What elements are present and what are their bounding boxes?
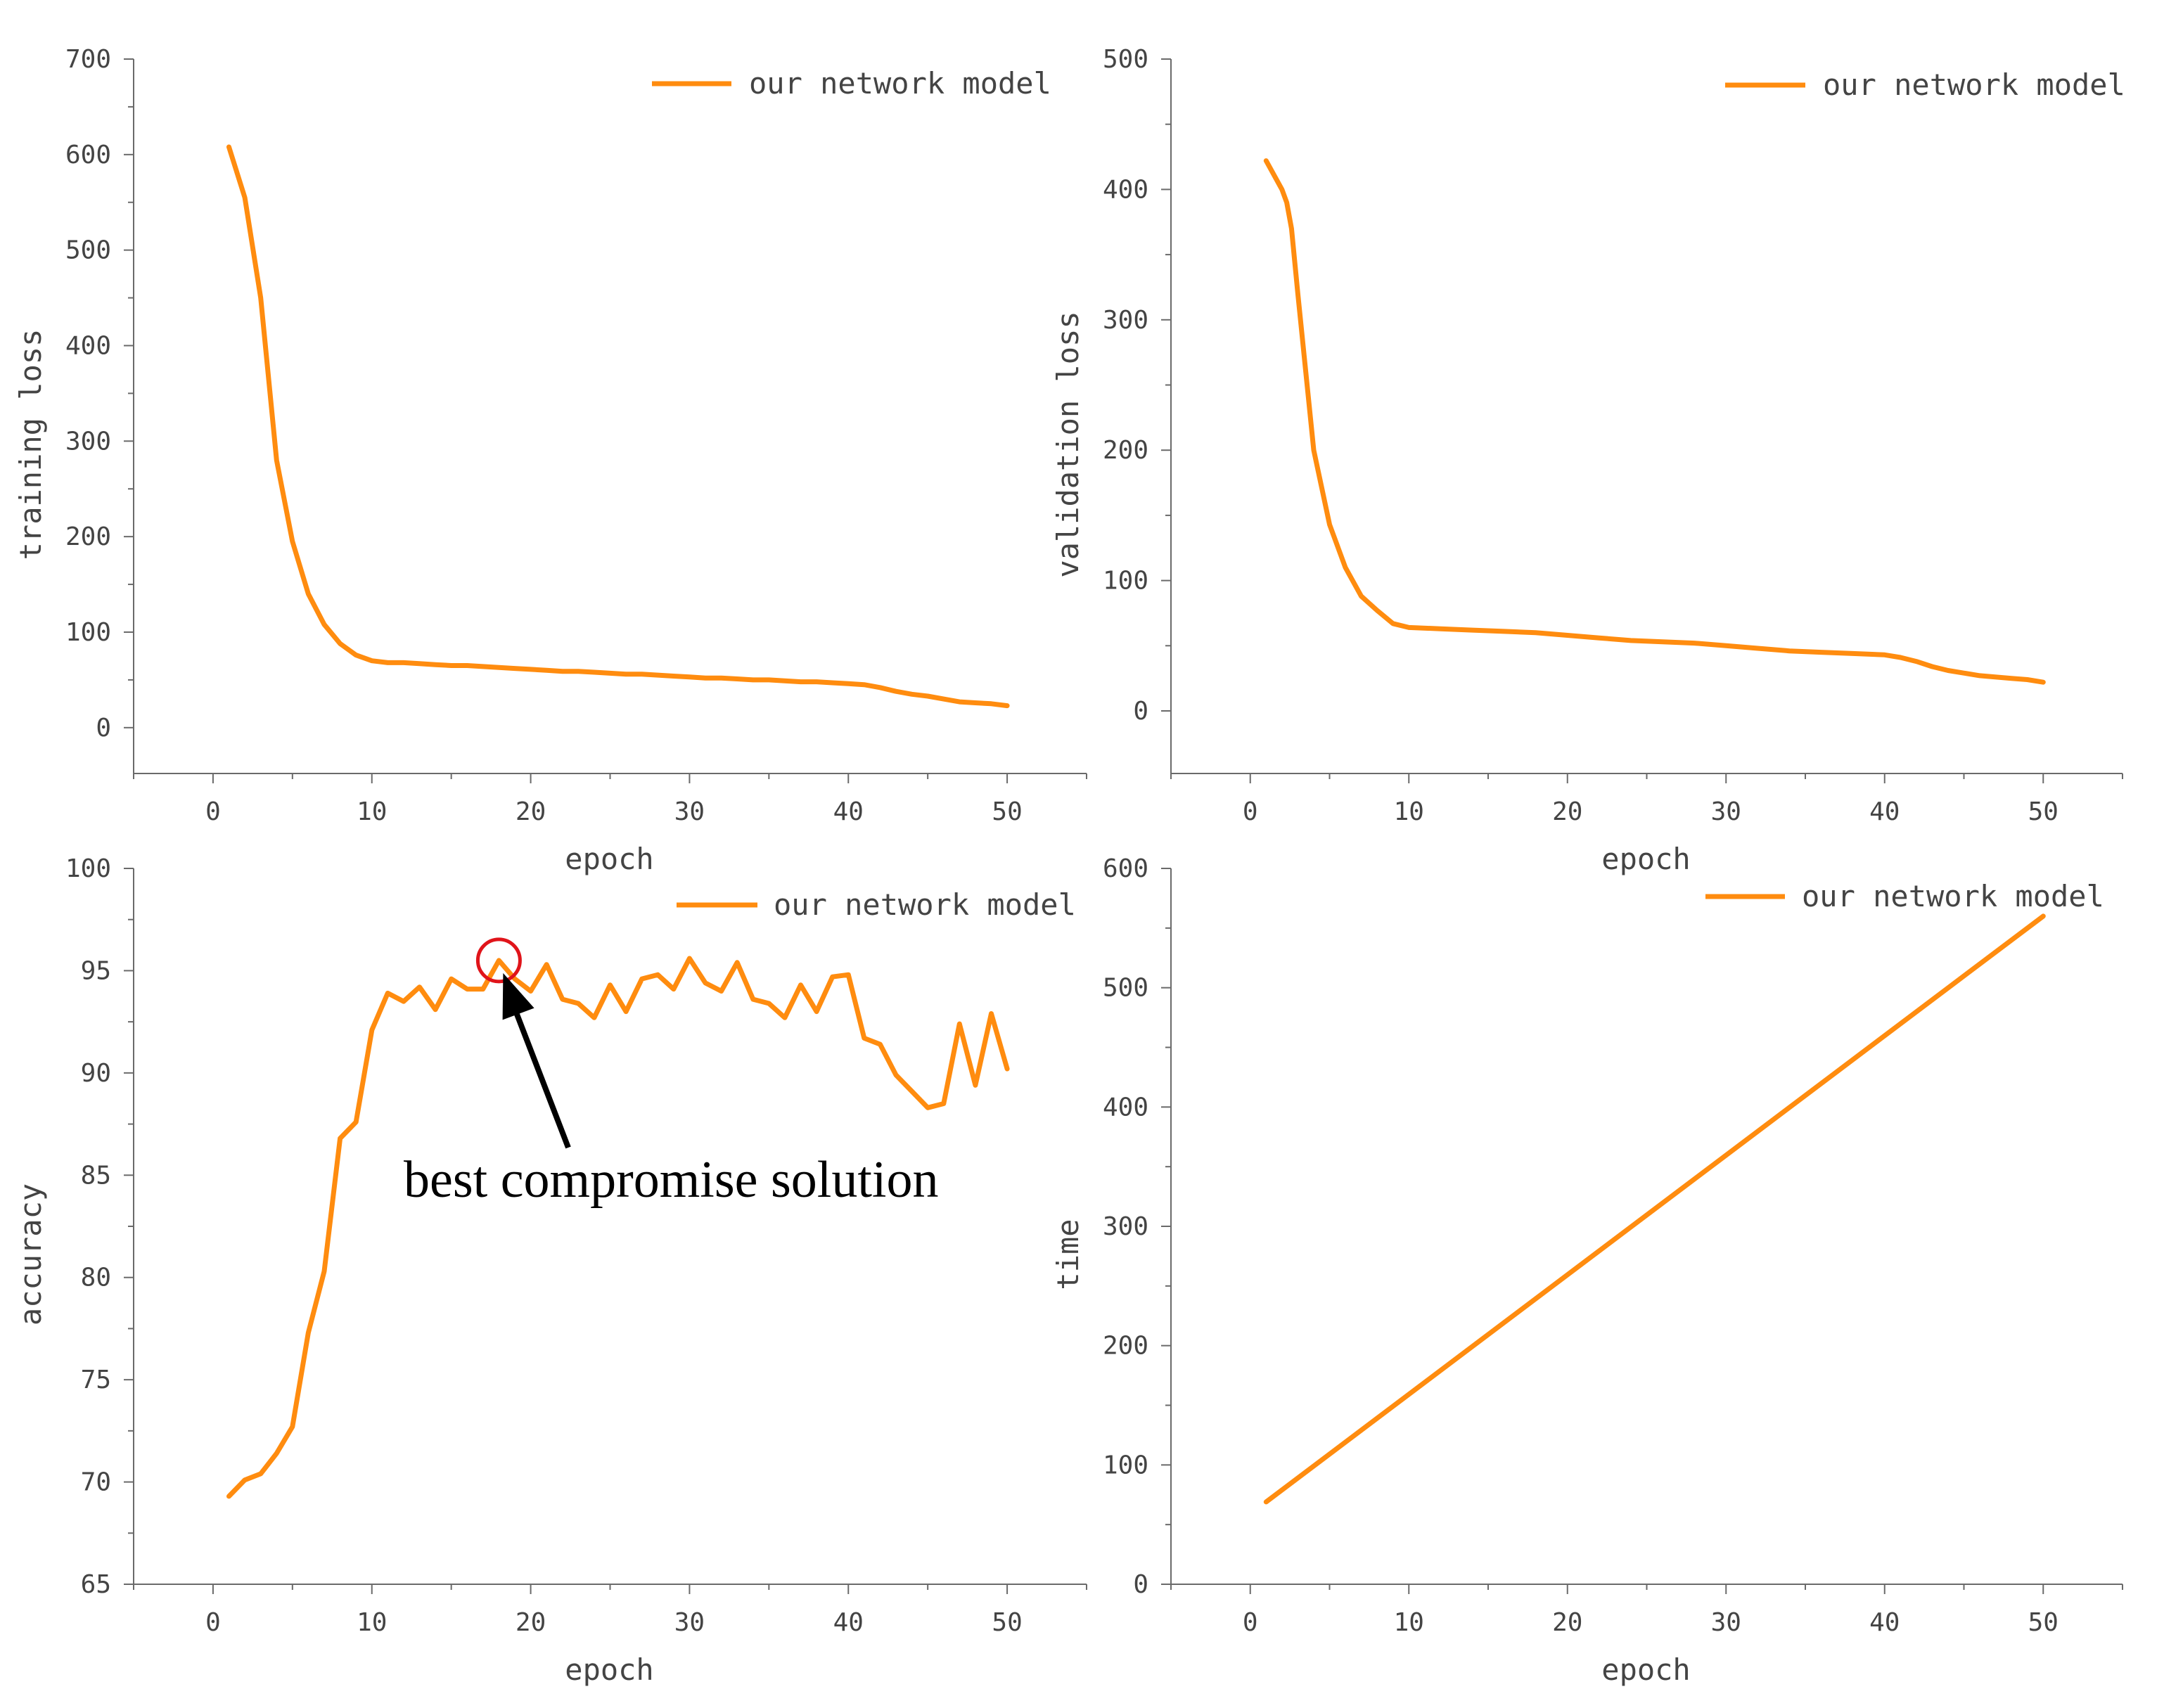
x-tick-label: 30 bbox=[674, 1608, 705, 1637]
y-tick-label: 600 bbox=[1103, 854, 1148, 883]
annotation-arrow bbox=[510, 1003, 571, 1149]
legend: our network model bbox=[1725, 68, 2125, 102]
y-tick-label: 300 bbox=[1103, 306, 1148, 335]
series-line bbox=[226, 144, 1010, 709]
legend: our network model bbox=[652, 66, 1051, 101]
x-tick-label: 0 bbox=[1243, 1608, 1258, 1637]
y-tick-label: 600 bbox=[65, 141, 111, 169]
y-tick-label: 200 bbox=[1103, 1332, 1148, 1361]
x-tick-label: 0 bbox=[205, 797, 221, 826]
series-line bbox=[226, 956, 1010, 1499]
legend-label: our network model bbox=[1802, 879, 2104, 913]
x-tick-label: 10 bbox=[357, 797, 387, 826]
chart-panel-1: 0 10 20 30 40 500100200300400500600700epochtr… bbox=[13, 45, 1087, 876]
series-line bbox=[1263, 913, 2046, 1505]
x-tick-label: 20 bbox=[1552, 797, 1582, 826]
chart-panel-4: 0 10 20 30 40 500100200300400500600epochtimeo… bbox=[1051, 854, 2123, 1687]
y-tick-label: 80 bbox=[81, 1264, 111, 1292]
x-tick-label: 40 bbox=[1869, 1608, 1900, 1637]
y-tick-label: 100 bbox=[1103, 1451, 1148, 1479]
y-axis-title: training loss bbox=[13, 329, 48, 560]
legend: our network model bbox=[677, 887, 1076, 922]
y-axis-title: accuracy bbox=[13, 1183, 48, 1325]
x-tick-label: 50 bbox=[2028, 797, 2059, 826]
y-tick-label: 400 bbox=[1103, 175, 1148, 204]
x-tick-label: 40 bbox=[833, 797, 864, 826]
y-tick-label: 0 bbox=[96, 714, 111, 743]
x-tick-label: 50 bbox=[992, 797, 1022, 826]
chart-panel-3: 0 10 20 30 40 50 65 70 75 80 85 90 95 100 epoch accurac… bbox=[13, 854, 1087, 1687]
y-tick-label: 100 bbox=[65, 854, 111, 883]
y-tick-label: 95 bbox=[81, 956, 111, 985]
series-line bbox=[1263, 158, 2046, 685]
y-tick-label: 300 bbox=[1103, 1212, 1148, 1241]
best-point-circle bbox=[475, 937, 522, 984]
x-axis-title: epoch bbox=[1601, 1652, 1690, 1687]
x-tick-label: 20 bbox=[1552, 1608, 1582, 1637]
y-tick-label: 90 bbox=[81, 1059, 111, 1088]
x-axis-title: epoch bbox=[565, 1652, 653, 1687]
annotation-text: best compromise solution bbox=[404, 1151, 939, 1209]
y-tick-label: 0 bbox=[1133, 1570, 1148, 1599]
y-axis-title: time bbox=[1051, 1219, 1085, 1290]
x-tick-label: 30 bbox=[674, 797, 705, 826]
chart-panel-2: 0 10 20 30 40 500100200300400500epochvalidati… bbox=[1051, 45, 2125, 876]
x-tick-label: 0 bbox=[1243, 797, 1258, 826]
x-tick-label: 40 bbox=[833, 1608, 864, 1637]
y-tick-label: 500 bbox=[65, 236, 111, 265]
y-tick-label: 100 bbox=[1103, 567, 1148, 596]
legend-label: our network model bbox=[749, 66, 1051, 101]
x-tick-label: 10 bbox=[357, 1608, 387, 1637]
y-tick-label: 200 bbox=[1103, 436, 1148, 465]
x-tick-label: 30 bbox=[1711, 797, 1741, 826]
y-tick-label: 0 bbox=[1133, 697, 1148, 726]
x-axis-title: epoch bbox=[1601, 842, 1690, 876]
y-tick-label: 500 bbox=[1103, 974, 1148, 1003]
legend-label: our network model bbox=[774, 887, 1076, 922]
y-axis-title: validation loss bbox=[1051, 311, 1085, 577]
legend-label: our network model bbox=[1823, 68, 2125, 102]
annotation-arrowhead bbox=[502, 972, 534, 1020]
y-tick-label: 400 bbox=[1103, 1093, 1148, 1122]
x-axis-title: epoch bbox=[565, 842, 653, 876]
x-tick-label: 20 bbox=[516, 797, 546, 826]
x-tick-label: 20 bbox=[516, 1608, 546, 1637]
x-tick-label: 30 bbox=[1711, 1608, 1741, 1637]
y-tick-label: 75 bbox=[81, 1366, 111, 1394]
x-tick-label: 50 bbox=[2028, 1608, 2059, 1637]
y-tick-label: 200 bbox=[65, 522, 111, 551]
x-tick-label: 10 bbox=[1394, 1608, 1424, 1637]
y-tick-label: 400 bbox=[65, 331, 111, 360]
y-tick-label: 70 bbox=[81, 1468, 111, 1497]
y-tick-label: 700 bbox=[65, 45, 111, 74]
y-tick-label: 500 bbox=[1103, 45, 1148, 74]
legend: our network model bbox=[1705, 879, 2104, 913]
x-tick-label: 10 bbox=[1394, 797, 1424, 826]
y-tick-label: 100 bbox=[65, 618, 111, 647]
y-tick-label: 85 bbox=[81, 1161, 111, 1190]
y-tick-label: 65 bbox=[81, 1570, 111, 1599]
x-tick-label: 40 bbox=[1869, 797, 1900, 826]
x-tick-label: 50 bbox=[992, 1608, 1022, 1637]
y-tick-label: 300 bbox=[65, 427, 111, 456]
x-tick-label: 0 bbox=[205, 1608, 221, 1637]
